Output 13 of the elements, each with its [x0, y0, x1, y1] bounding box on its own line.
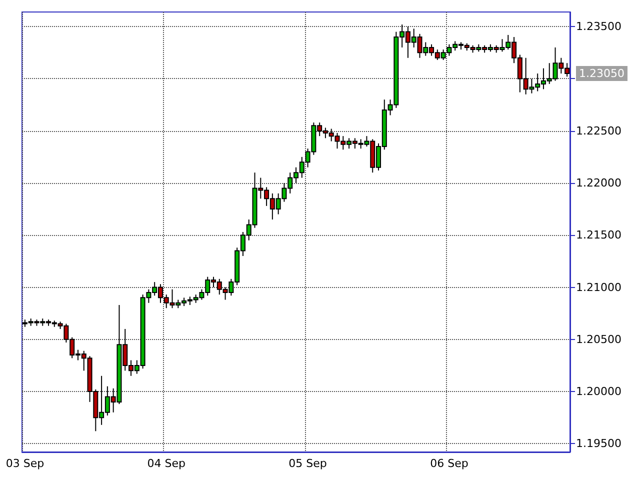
x-tick-label: 03 Sep [6, 457, 44, 470]
y-tick-label: 1.21000 [576, 280, 622, 294]
y-tick-label: 1.20000 [576, 385, 622, 398]
y-tick-label: 1.20500 [576, 332, 622, 346]
text: 1.23050 [579, 67, 624, 80]
y-tick-label: 1.23500 [576, 20, 622, 34]
x-tick-label: 04 Sep [147, 457, 186, 470]
y-tick-label: 1.21500 [576, 228, 622, 242]
y-tick-label: 1.22500 [576, 124, 622, 138]
y-tick-label: 1.19500 [576, 437, 622, 450]
x-tick-label: 06 Sep [430, 457, 468, 470]
x-tick-label: 05 Sep [288, 457, 327, 470]
y-tick-label: 1.22000 [576, 176, 622, 190]
